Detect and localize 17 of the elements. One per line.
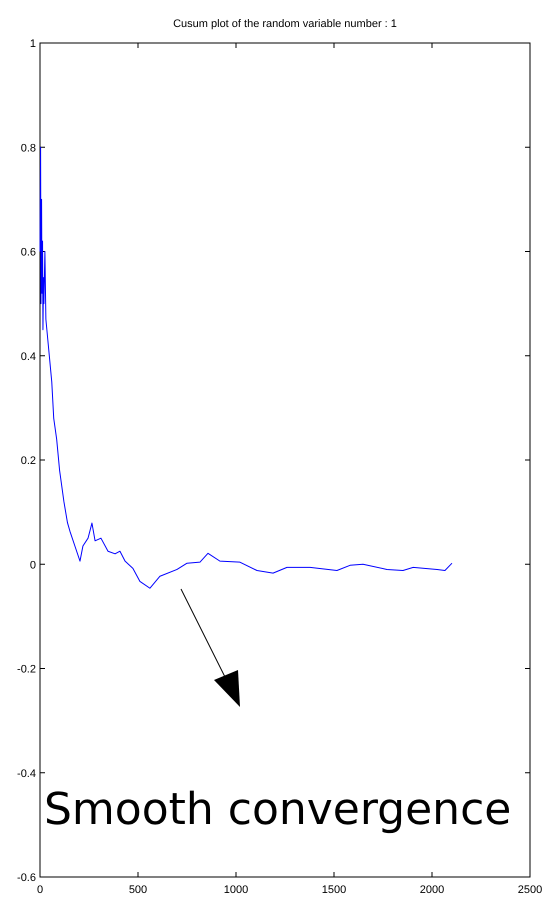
y-tick-label: 1 xyxy=(30,38,36,50)
annotation: Smooth convergence xyxy=(44,784,512,835)
y-tick-label: 0.4 xyxy=(20,350,36,363)
y-tick-label: -0.6 xyxy=(17,872,36,884)
y-tick-label: -0.2 xyxy=(17,664,36,676)
line-series xyxy=(40,146,452,589)
chart-title: Cusum plot of the random variable number : 1 xyxy=(173,18,397,30)
y-tick-label: 0.2 xyxy=(20,455,36,467)
y-tick-label: 0.8 xyxy=(20,142,36,154)
x-tick-label: 1500 xyxy=(322,884,346,896)
x-tick-label: 2000 xyxy=(420,884,444,896)
x-tick-label: 500 xyxy=(128,884,148,896)
y-tick-label: 0.6 xyxy=(20,246,36,258)
y-tick-label: -0.4 xyxy=(17,768,36,780)
x-tick-label: 2500 xyxy=(518,884,542,896)
y-tick-label: 0 xyxy=(30,559,36,572)
x-tick-label: 1000 xyxy=(224,884,248,896)
